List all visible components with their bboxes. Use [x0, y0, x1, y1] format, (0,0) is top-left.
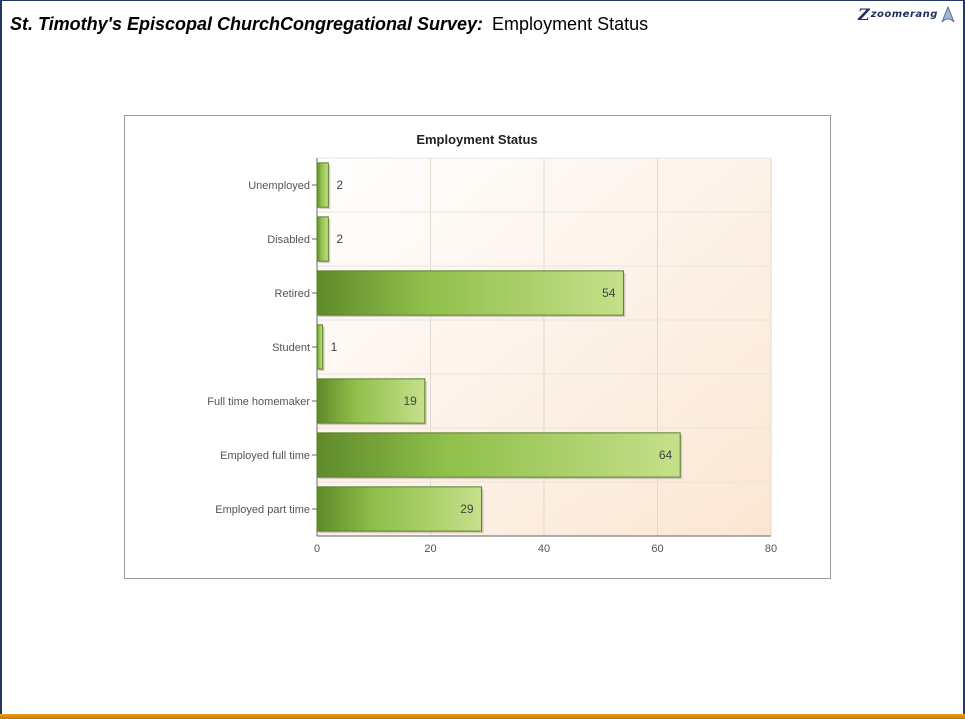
bar-disabled — [316, 216, 329, 262]
category-label: Full time homemaker — [207, 396, 310, 408]
bar-value-label: 19 — [403, 394, 417, 408]
category-label: Employed part time — [215, 504, 310, 516]
bar-retired — [316, 270, 624, 316]
slide-title: St. Timothy's Episcopal ChurchCongregati… — [10, 14, 648, 35]
category-label: Student — [272, 342, 310, 354]
bar-value-label: 64 — [659, 448, 673, 462]
bar-value-label: 2 — [336, 178, 343, 192]
x-tick-label: 60 — [651, 543, 663, 555]
slide-title-bold: St. Timothy's Episcopal ChurchCongregati… — [10, 14, 484, 34]
zoomerang-swoosh-icon — [941, 5, 955, 23]
category-label: Employed full time — [220, 450, 310, 462]
zoomerang-z-icon: Z — [858, 4, 870, 24]
x-tick-label: 0 — [314, 543, 320, 555]
footer-bar — [0, 714, 965, 719]
bar-value-label: 54 — [602, 286, 616, 300]
x-tick-label: 20 — [424, 543, 436, 555]
chart-title: Employment Status — [416, 132, 537, 147]
x-tick-label: 40 — [538, 543, 550, 555]
chart-frame: 2 2 54 1 19 64 29 Unemployed Disabled Retired Stu… — [124, 115, 831, 579]
bar-unemployed — [316, 162, 329, 208]
x-tick-label: 80 — [765, 543, 777, 555]
bar-value-label: 2 — [336, 232, 343, 246]
bar-student — [316, 324, 324, 370]
category-label: Retired — [275, 288, 310, 300]
bar-value-label: 29 — [460, 502, 474, 516]
bars: 2 2 54 1 19 64 29 — [316, 162, 683, 534]
category-labels: Unemployed Disabled Retired Student Full tim… — [207, 180, 317, 516]
bar-full-time-homemaker — [316, 378, 426, 424]
category-label: Disabled — [267, 234, 310, 246]
category-label: Unemployed — [248, 180, 310, 192]
slide-title-rest: Employment Status — [492, 14, 649, 34]
bar-employed-full-time — [316, 432, 681, 478]
bar-employed-part-time — [316, 486, 483, 532]
employment-status-chart: 2 2 54 1 19 64 29 Unemployed Disabled Retired Stu… — [207, 132, 777, 555]
bar-value-label: 1 — [331, 340, 338, 354]
zoomerang-logo: Z zoomerang — [858, 3, 960, 25]
x-tick-labels: 0 20 40 60 80 — [314, 543, 777, 555]
zoomerang-wordmark: zoomerang — [870, 8, 938, 20]
